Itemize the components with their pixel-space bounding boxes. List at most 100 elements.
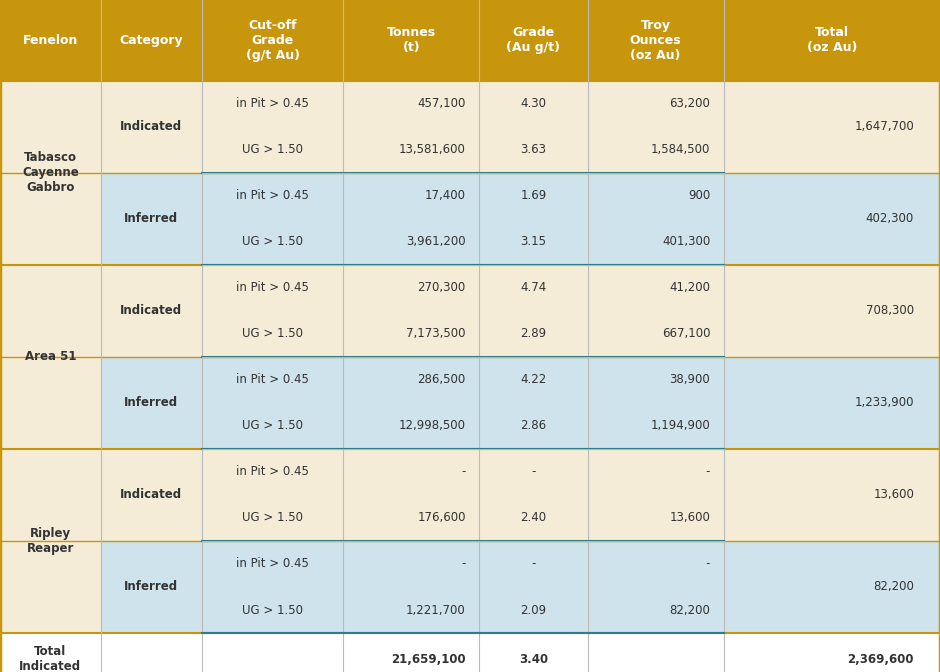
Bar <box>588 310 724 357</box>
Text: -: - <box>462 466 466 478</box>
Bar <box>0 633 101 672</box>
Bar <box>0 449 101 633</box>
Bar <box>479 587 588 633</box>
Text: 270,300: 270,300 <box>417 282 466 294</box>
Bar <box>588 173 724 219</box>
Bar <box>343 81 479 127</box>
Bar <box>724 541 940 633</box>
Text: Total
Indicated: Total Indicated <box>19 645 82 672</box>
Bar <box>343 633 479 672</box>
Bar <box>724 265 940 357</box>
Bar <box>101 81 202 173</box>
Bar <box>202 587 343 633</box>
Text: 4.74: 4.74 <box>521 282 546 294</box>
Bar <box>202 219 343 265</box>
Bar <box>0 265 101 449</box>
Text: in Pit > 0.45: in Pit > 0.45 <box>236 97 309 110</box>
Bar <box>101 449 202 541</box>
Bar <box>343 403 479 449</box>
Bar <box>588 541 724 587</box>
Text: Total
(oz Au): Total (oz Au) <box>807 26 857 54</box>
Bar <box>343 219 479 265</box>
Text: 900: 900 <box>688 190 711 202</box>
Bar <box>588 127 724 173</box>
Text: 2,369,600: 2,369,600 <box>848 653 914 666</box>
Bar <box>343 449 479 495</box>
Bar <box>202 403 343 449</box>
Bar <box>202 127 343 173</box>
Text: 3.63: 3.63 <box>521 143 546 156</box>
Text: Cut-off
Grade
(g/t Au): Cut-off Grade (g/t Au) <box>245 19 300 62</box>
Text: -: - <box>531 558 536 571</box>
Bar <box>101 173 202 265</box>
Text: in Pit > 0.45: in Pit > 0.45 <box>236 190 309 202</box>
Bar <box>588 219 724 265</box>
Bar <box>588 357 724 403</box>
Text: 1.69: 1.69 <box>521 190 546 202</box>
Text: 708,300: 708,300 <box>866 304 914 317</box>
Bar <box>202 173 343 219</box>
Text: Indicated: Indicated <box>120 304 182 317</box>
Text: UG > 1.50: UG > 1.50 <box>243 419 303 432</box>
Bar <box>588 81 724 127</box>
Bar <box>588 0 724 81</box>
Text: 4.22: 4.22 <box>521 374 546 386</box>
Text: Tonnes
(t): Tonnes (t) <box>386 26 436 54</box>
Bar <box>0 81 101 265</box>
Bar <box>479 219 588 265</box>
Text: 2.86: 2.86 <box>521 419 546 432</box>
Bar <box>479 403 588 449</box>
Bar <box>479 357 588 403</box>
Text: 38,900: 38,900 <box>669 374 711 386</box>
Text: Category: Category <box>119 34 183 47</box>
Bar <box>724 0 940 81</box>
Bar <box>202 495 343 541</box>
Bar <box>724 81 940 173</box>
Bar <box>479 173 588 219</box>
Bar <box>343 0 479 81</box>
Text: UG > 1.50: UG > 1.50 <box>243 235 303 248</box>
Text: 3.40: 3.40 <box>519 653 548 666</box>
Text: 2.40: 2.40 <box>521 511 546 524</box>
Bar <box>724 633 940 672</box>
Bar <box>202 0 343 81</box>
Text: Indicated: Indicated <box>120 120 182 133</box>
Bar <box>588 587 724 633</box>
Text: 3,961,200: 3,961,200 <box>406 235 466 248</box>
Text: -: - <box>706 466 711 478</box>
Text: 13,600: 13,600 <box>873 489 914 501</box>
Bar <box>202 310 343 357</box>
Bar <box>202 81 343 127</box>
Text: in Pit > 0.45: in Pit > 0.45 <box>236 466 309 478</box>
Bar <box>343 265 479 310</box>
Bar <box>479 81 588 127</box>
Text: Tabasco
Cayenne
Gabbro: Tabasco Cayenne Gabbro <box>22 151 79 194</box>
Bar <box>724 357 940 449</box>
Text: 41,200: 41,200 <box>669 282 711 294</box>
Text: UG > 1.50: UG > 1.50 <box>243 327 303 340</box>
Text: Grade
(Au g/t): Grade (Au g/t) <box>507 26 560 54</box>
Text: 2.89: 2.89 <box>521 327 546 340</box>
Text: -: - <box>531 466 536 478</box>
Bar <box>588 265 724 310</box>
Bar <box>101 541 202 633</box>
Text: 3.15: 3.15 <box>521 235 546 248</box>
Text: 1,233,900: 1,233,900 <box>854 396 914 409</box>
Text: 457,100: 457,100 <box>417 97 466 110</box>
Bar <box>479 0 588 81</box>
Text: 4.30: 4.30 <box>521 97 546 110</box>
Text: Fenelon: Fenelon <box>23 34 78 47</box>
Text: 667,100: 667,100 <box>662 327 711 340</box>
Bar <box>202 541 343 587</box>
Bar <box>101 0 202 81</box>
Bar <box>343 127 479 173</box>
Bar <box>343 541 479 587</box>
Text: 286,500: 286,500 <box>417 374 466 386</box>
Text: 63,200: 63,200 <box>669 97 711 110</box>
Text: 401,300: 401,300 <box>662 235 711 248</box>
Text: 12,998,500: 12,998,500 <box>399 419 466 432</box>
Bar <box>343 173 479 219</box>
Bar <box>588 403 724 449</box>
Bar <box>479 449 588 495</box>
Text: 13,581,600: 13,581,600 <box>399 143 466 156</box>
